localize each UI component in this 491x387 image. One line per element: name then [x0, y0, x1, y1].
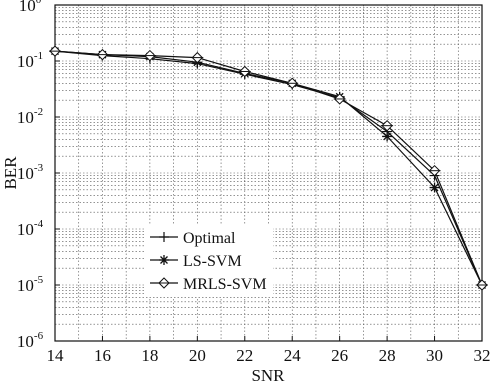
x-tick-label: 14: [47, 346, 65, 365]
x-tick-label: 26: [331, 346, 348, 365]
legend: Optimal LS-SVM MRLS-SVM: [146, 224, 273, 297]
y-tick-label: 100: [19, 0, 42, 15]
y-tick-label: 10-1: [17, 50, 43, 71]
x-tick-label: 30: [426, 346, 443, 365]
series-line-optimal: [54, 50, 483, 286]
marker-star: [429, 182, 440, 193]
x-tick-label: 32: [474, 346, 491, 365]
x-tick-label: 18: [141, 346, 158, 365]
legend-label: MRLS-SVM: [183, 276, 267, 293]
x-axis-ticks: 14 16 18 20 22 24 26 28 30 32: [47, 336, 491, 365]
y-tick-label: 10-2: [17, 106, 43, 127]
y-tick-label: 10-6: [17, 330, 44, 351]
marker-plus: [159, 232, 169, 242]
series-lines: [49, 45, 488, 291]
x-tick-label: 16: [94, 346, 111, 365]
y-tick-label: 10-5: [17, 274, 44, 295]
x-tick-label: 22: [236, 346, 253, 365]
x-tick-label: 24: [284, 346, 302, 365]
y-tick-label: 10-4: [17, 218, 44, 239]
marker-star: [382, 131, 393, 142]
x-axis-label: SNR: [251, 366, 285, 385]
legend-label: Optimal: [183, 230, 236, 247]
x-tick-label: 20: [189, 346, 206, 365]
legend-label: LS-SVM: [183, 253, 242, 270]
x-tick-label: 28: [379, 346, 396, 365]
y-axis-label: BER: [1, 156, 20, 190]
series-line-mrls-svm: [54, 50, 483, 286]
marker-star: [159, 255, 169, 265]
y-tick-label: 10-3: [17, 162, 44, 183]
y-axis-ticks: 100 10-1 10-2 10-3 10-4 10-5 10-6: [17, 0, 60, 351]
